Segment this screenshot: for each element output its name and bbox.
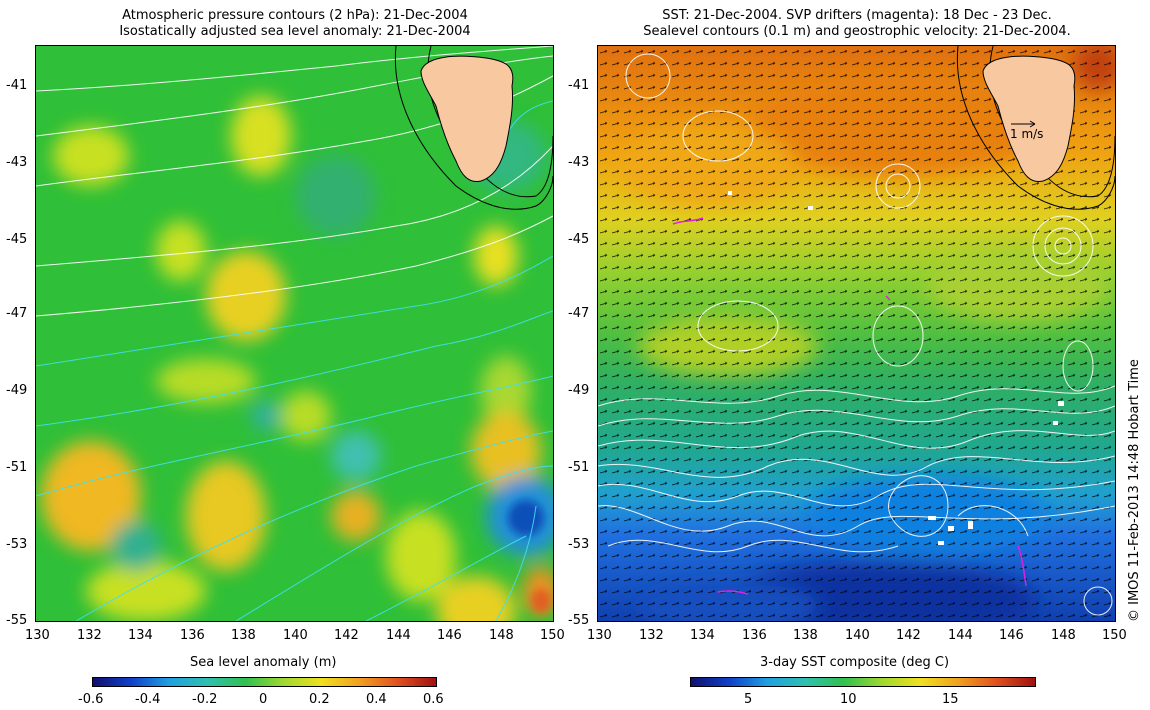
right-title-line1: SST: 21-Dec-2004. SVP drifters (magenta)… bbox=[662, 8, 1052, 23]
right-y-tick: -41 bbox=[568, 78, 590, 93]
right-x-tick: 140 bbox=[845, 628, 870, 643]
cloud-mask-gaps bbox=[728, 191, 1064, 545]
sst-colorbar-tick: 5 bbox=[744, 692, 753, 707]
right-x-tick: 136 bbox=[742, 628, 767, 643]
left-x-tick: 134 bbox=[128, 628, 153, 643]
sla-colorbar-tick: 0 bbox=[259, 692, 268, 707]
right-y-tick: -43 bbox=[568, 155, 590, 170]
left-y-tick: -55 bbox=[6, 613, 28, 628]
sst-colorbar-tick: 15 bbox=[942, 692, 959, 707]
left-title-line2: Isostatically adjusted sea level anomaly… bbox=[119, 24, 471, 39]
right-x-tick: 150 bbox=[1102, 628, 1127, 643]
sea-level-anomaly-map[interactable] bbox=[35, 45, 554, 622]
right-title-line2: Sealevel contours (0.1 m) and geostrophi… bbox=[643, 24, 1071, 39]
left-x-tick: 144 bbox=[386, 628, 411, 643]
sst-colorbar-tick: 10 bbox=[840, 692, 857, 707]
sla-map-svg bbox=[36, 46, 553, 621]
sla-colorbar-tick: -0.4 bbox=[135, 692, 161, 707]
left-y-tick: -45 bbox=[6, 232, 28, 247]
sla-colorbar-tick: 0.6 bbox=[423, 692, 444, 707]
scale-arrow bbox=[1011, 120, 1036, 128]
left-x-tick: 146 bbox=[437, 628, 462, 643]
sla-colorbar-tick: 0.2 bbox=[309, 692, 330, 707]
left-x-tick: 140 bbox=[283, 628, 308, 643]
right-y-tick: -47 bbox=[568, 306, 590, 321]
sla-colorbar-tick: 0.4 bbox=[366, 692, 387, 707]
sla-colorbar-tick: -0.6 bbox=[78, 692, 104, 707]
right-x-tick: 148 bbox=[1051, 628, 1076, 643]
svp-drifter-tracks bbox=[672, 217, 1027, 595]
left-x-tick: 150 bbox=[540, 628, 565, 643]
sla-colorbar bbox=[92, 677, 437, 687]
sla-colorbar-tick: -0.2 bbox=[192, 692, 218, 707]
left-y-tick: -47 bbox=[6, 306, 28, 321]
left-y-tick: -49 bbox=[6, 383, 28, 398]
right-x-tick: 146 bbox=[999, 628, 1024, 643]
right-title: SST: 21-Dec-2004. SVP drifters (magenta)… bbox=[598, 8, 1116, 40]
tasmania-land bbox=[420, 55, 514, 183]
right-y-tick: -45 bbox=[568, 232, 590, 247]
right-y-tick: -55 bbox=[568, 613, 590, 628]
sealevel-contours bbox=[598, 53, 1115, 616]
right-x-tick: 142 bbox=[896, 628, 921, 643]
sst-map[interactable]: 1 m/s bbox=[597, 45, 1116, 622]
sla-anomaly-field bbox=[41, 96, 553, 621]
right-y-tick: -53 bbox=[568, 537, 590, 552]
sst-colorbar bbox=[690, 677, 1036, 687]
left-x-tick: 138 bbox=[231, 628, 256, 643]
pressure-contours bbox=[36, 46, 553, 317]
right-x-tick: 138 bbox=[793, 628, 818, 643]
left-x-tick: 136 bbox=[180, 628, 205, 643]
scale-arrow-label: 1 m/s bbox=[1010, 127, 1044, 141]
left-y-tick: -41 bbox=[6, 78, 28, 93]
left-title: Atmospheric pressure contours (2 hPa): 2… bbox=[36, 8, 554, 40]
right-y-tick: -51 bbox=[568, 460, 590, 475]
sst-colorbar-label: 3-day SST composite (deg C) bbox=[760, 655, 950, 670]
left-x-tick: 142 bbox=[334, 628, 359, 643]
left-x-tick: 132 bbox=[77, 628, 102, 643]
left-x-tick: 130 bbox=[25, 628, 50, 643]
credit-text: © IMOS 11-Feb-2013 14:48 Hobart Time bbox=[1127, 359, 1142, 622]
right-x-tick: 130 bbox=[587, 628, 612, 643]
left-title-line1: Atmospheric pressure contours (2 hPa): 2… bbox=[122, 8, 468, 23]
right-x-tick: 132 bbox=[639, 628, 664, 643]
sla-colorbar-label: Sea level anomaly (m) bbox=[190, 655, 337, 670]
left-y-tick: -53 bbox=[6, 537, 28, 552]
left-y-tick: -51 bbox=[6, 460, 28, 475]
tasmania-land bbox=[982, 55, 1076, 183]
right-x-tick: 144 bbox=[948, 628, 973, 643]
right-x-tick: 134 bbox=[690, 628, 715, 643]
left-x-tick: 148 bbox=[489, 628, 514, 643]
left-y-tick: -43 bbox=[6, 155, 28, 170]
sst-map-svg bbox=[598, 46, 1115, 621]
right-y-tick: -49 bbox=[568, 383, 590, 398]
